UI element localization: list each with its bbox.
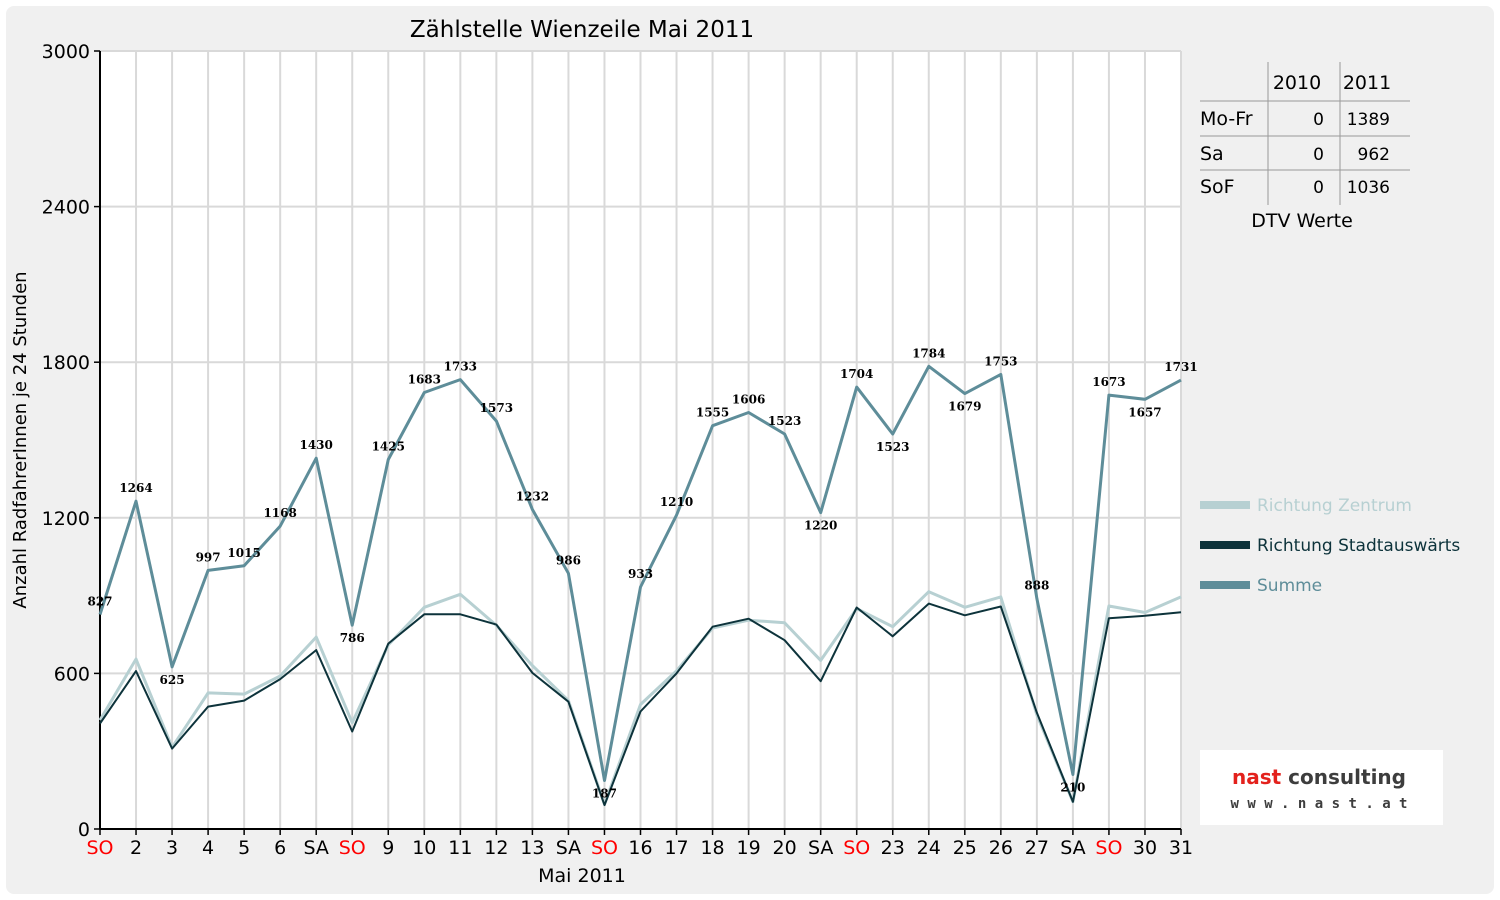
y-tick-label: 1200 — [42, 508, 90, 530]
data-label: 1168 — [263, 506, 296, 520]
y-axis-label: Anzahl RadfahrerInnen je 24 Stunden — [10, 271, 31, 608]
x-tick-label: 31 — [1169, 837, 1193, 859]
data-label: 997 — [196, 550, 221, 564]
data-label: 1232 — [516, 490, 549, 504]
x-tick-label: SO — [591, 837, 618, 859]
data-label: 1784 — [912, 346, 945, 360]
x-tick-label: 11 — [448, 837, 472, 859]
dtv-row-2011: 1036 — [1347, 178, 1390, 198]
dtv-row-2010: 0 — [1313, 110, 1324, 130]
dtv-caption: DTV Werte — [1251, 210, 1353, 232]
dtv-row-label: Sa — [1200, 143, 1224, 165]
dtv-row-2011: 962 — [1358, 145, 1390, 165]
dtv-col-2011: 2011 — [1343, 72, 1391, 94]
data-label: 1523 — [876, 440, 909, 454]
x-tick-label: SO — [843, 837, 870, 859]
data-label: 1573 — [480, 401, 513, 415]
data-label: 1679 — [948, 400, 981, 414]
series-line-3 — [98, 364, 1182, 782]
dtv-row-label: Mo-Fr — [1200, 108, 1253, 130]
data-label: 786 — [340, 631, 365, 645]
y-tick-label: 3000 — [42, 41, 90, 63]
data-label: 1731 — [1164, 360, 1197, 374]
data-label: 1015 — [227, 546, 260, 560]
data-label: 187 — [592, 787, 617, 801]
x-tick-label: 6 — [274, 837, 286, 859]
data-label: 1430 — [299, 438, 332, 452]
legend: Richtung Zentrum Richtung Stadtauswärts Su… — [1200, 496, 1460, 596]
x-tick-label: 18 — [700, 837, 724, 859]
data-label: 1704 — [840, 367, 873, 381]
legend-label: Richtung Zentrum — [1257, 496, 1412, 516]
data-label: 1523 — [768, 414, 801, 428]
legend-label: Richtung Stadtauswärts — [1257, 536, 1460, 556]
data-label: 1264 — [119, 481, 152, 495]
x-tick-label: 24 — [917, 837, 941, 859]
x-tick-label: 27 — [1025, 837, 1049, 859]
dtv-table: 2010 2011 Mo-Fr 0 1389 Sa 0 962 SoF 0 10… — [1200, 62, 1410, 232]
x-tick-label: 16 — [628, 837, 652, 859]
logo-background — [1200, 750, 1443, 825]
x-tick-label: 19 — [737, 837, 761, 859]
x-tick-label: 3 — [166, 837, 178, 859]
data-label: 625 — [160, 673, 185, 687]
x-tick-label: SO — [86, 837, 113, 859]
data-label: 1733 — [444, 360, 477, 374]
data-label: 1753 — [984, 354, 1017, 368]
x-tick-label: 20 — [773, 837, 797, 859]
data-label: 1210 — [660, 495, 693, 509]
data-label: 888 — [1024, 579, 1049, 593]
x-tick-label: SA — [303, 837, 328, 859]
x-tick-label: SO — [1095, 837, 1122, 859]
x-tick-label: 5 — [238, 837, 250, 859]
x-tick-label: 25 — [953, 837, 977, 859]
data-label: 1220 — [804, 519, 837, 533]
y-tick-label: 600 — [54, 663, 90, 685]
x-tick-label: SO — [339, 837, 366, 859]
dtv-col-2010: 2010 — [1273, 72, 1321, 94]
x-axis-label: Mai 2011 — [538, 865, 626, 887]
data-label: 986 — [556, 553, 581, 567]
y-tick-label: 2400 — [42, 197, 90, 219]
x-tick-label: 4 — [202, 837, 214, 859]
y-tick-label: 1800 — [42, 352, 90, 374]
x-tick-label: 10 — [412, 837, 436, 859]
logo-name: nast consulting — [1232, 765, 1406, 789]
data-label: 1606 — [732, 393, 765, 407]
x-tick-label: SA — [1060, 837, 1085, 859]
nast-consulting-logo: nast consulting w w w . n a s t . a t — [1200, 750, 1443, 825]
dtv-row-2010: 0 — [1313, 178, 1324, 198]
dtv-row-2010: 0 — [1313, 145, 1324, 165]
data-label: 1683 — [408, 373, 441, 387]
series-line-1 — [98, 590, 1182, 806]
data-label: 1673 — [1092, 375, 1125, 389]
x-tick-label: 2 — [130, 837, 142, 859]
x-tick-label: 13 — [520, 837, 544, 859]
x-tick-label: 9 — [382, 837, 394, 859]
logo-url: w w w . n a s t . a t — [1230, 796, 1407, 812]
x-tick-label: 30 — [1133, 837, 1157, 859]
series-line-2 — [99, 602, 1182, 807]
x-tick-label: 12 — [484, 837, 508, 859]
x-tick-label: 23 — [881, 837, 905, 859]
chart-title: Zählstelle Wienzeile Mai 2011 — [410, 17, 754, 43]
dtv-row-label: SoF — [1200, 176, 1235, 198]
x-tick-label: SA — [808, 837, 833, 859]
data-label: 827 — [87, 595, 112, 609]
data-label: 933 — [628, 567, 653, 581]
legend-label: Summe — [1257, 576, 1322, 596]
x-tick-label: 17 — [664, 837, 688, 859]
dtv-row-2011: 1389 — [1347, 110, 1390, 130]
data-label: 1425 — [372, 439, 405, 453]
x-tick-label: SA — [556, 837, 581, 859]
y-tick-label: 0 — [78, 819, 90, 841]
x-tick-label: 26 — [989, 837, 1013, 859]
data-label: 210 — [1060, 781, 1085, 795]
data-label: 1657 — [1128, 405, 1161, 419]
data-label: 1555 — [696, 406, 729, 420]
